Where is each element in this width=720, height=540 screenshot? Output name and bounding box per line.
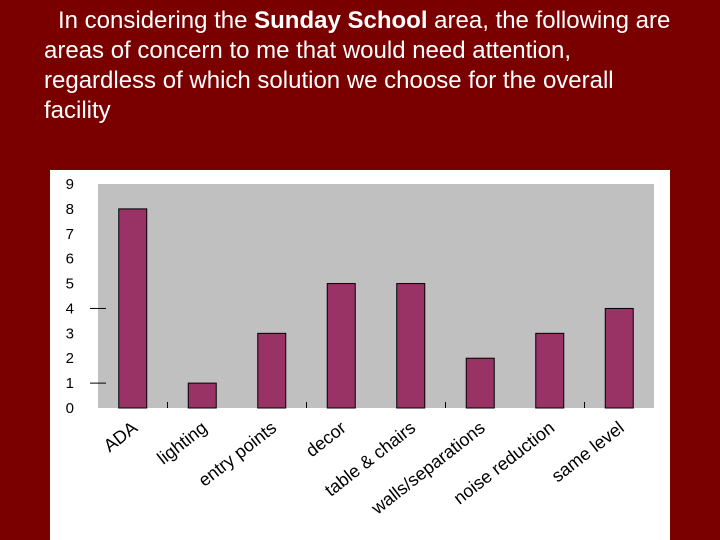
heading-bold-text: Sunday School	[254, 7, 428, 34]
x-tick-label-2: entry points	[195, 417, 281, 490]
y-tick-label-6: 6	[66, 251, 74, 268]
bar-5	[465, 357, 495, 409]
x-tick-label-0: ADA	[100, 417, 141, 456]
y-tick-label-4: 4	[66, 300, 74, 317]
bar-6	[535, 332, 565, 409]
bar-3	[326, 283, 356, 409]
x-tick-label-5: walls/separations	[367, 417, 489, 518]
slide-heading: In considering the Sunday School area, t…	[44, 6, 684, 126]
x-tick-label-3: decor	[302, 417, 350, 460]
y-tick-label-9: 9	[66, 176, 74, 193]
y-tick-label-2: 2	[66, 350, 74, 367]
y-tick-label-1: 1	[66, 375, 74, 392]
chart-container: 0 1 2 3 4 5 6 7 8 9 ADA lighting entry points decor ta…	[50, 170, 670, 540]
heading-part-1: In considering the	[58, 7, 255, 34]
bar-0	[118, 208, 148, 409]
y-tick-label-3: 3	[66, 325, 74, 342]
y-tick-label-0: 0	[66, 400, 74, 417]
x-tick-label-7: same level	[548, 417, 628, 486]
plot-area	[98, 184, 654, 408]
x-tick-label-1: lighting	[153, 417, 210, 468]
bar-4	[396, 283, 426, 409]
bar-7	[604, 307, 634, 409]
heading-part-2: area, the following are areas of concern…	[44, 7, 671, 124]
y-tick-label-7: 7	[66, 226, 74, 243]
bar-2	[257, 332, 287, 409]
bar-1	[187, 382, 217, 409]
y-tick-label-5: 5	[66, 276, 74, 293]
y-tick-label-8: 8	[66, 201, 74, 218]
